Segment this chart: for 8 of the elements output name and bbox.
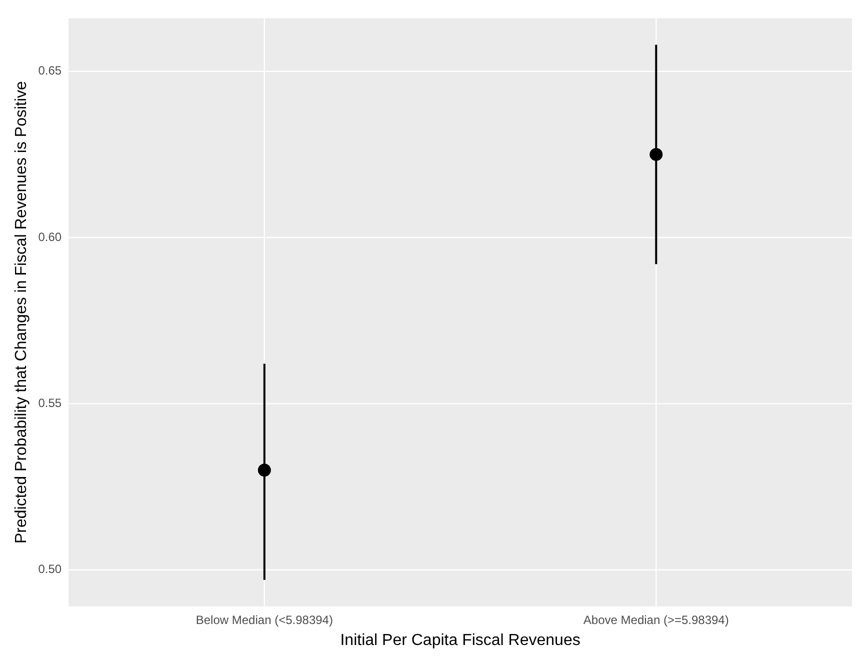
- y-tick-label: 0.55: [38, 396, 62, 410]
- y-tick-label: 0.50: [38, 562, 62, 576]
- y-axis-title: Predicted Probability that Changes in Fiscal Revenues is Positive: [13, 80, 30, 544]
- x-axis-title: Initial Per Capita Fiscal Revenues: [340, 632, 580, 649]
- x-tick-label: Above Median (>=5.98394): [583, 612, 729, 627]
- x-tick-label: Below Median (<5.98394): [196, 612, 333, 627]
- y-tick-label: 0.60: [38, 230, 62, 244]
- y-tick-label: 0.65: [38, 64, 62, 78]
